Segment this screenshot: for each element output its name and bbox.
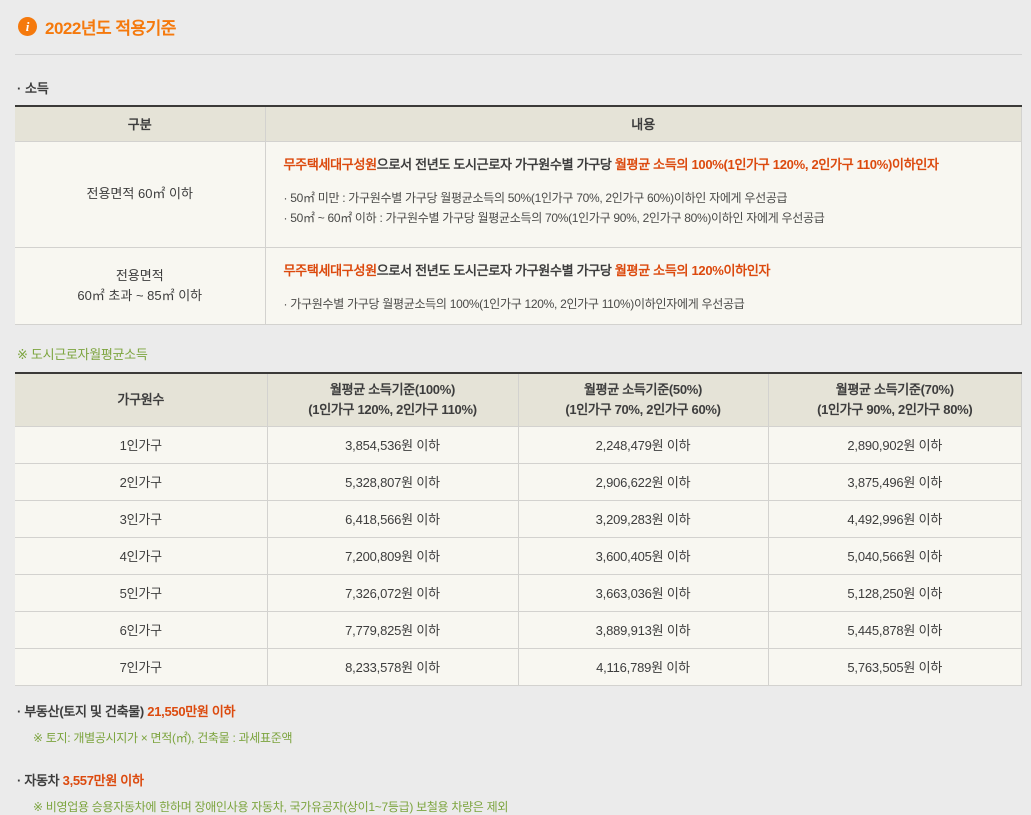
income-cell: 3,663,036원 이하 [518, 574, 769, 612]
header-line: 월평균 소득기준(50%) [583, 381, 703, 397]
highlight-text: 무주택세대구성원 [283, 262, 378, 278]
content-main-text: 무주택세대구성원으로서 전년도 도시근로자 가구원수별 가구당 월평균 소득의 … [284, 261, 1004, 281]
realestate-value: 21,550만원 이하 [147, 703, 236, 719]
info-icon: i [18, 17, 37, 36]
header-line: 가구원수 [117, 391, 165, 407]
table-header-row: 가구원수 월평균 소득기준(100%) (1인가구 120%, 2인가구 110… [15, 373, 1022, 427]
income-cell: 4,116,789원 이하 [518, 648, 769, 686]
income-cell: 2,906,622원 이하 [518, 463, 769, 501]
realestate-limit-line: · 부동산(토지 및 건축물) 21,550만원 이하 [17, 701, 1022, 720]
table-row: 1인가구 3,854,536원 이하 2,248,479원 이하 2,890,9… [15, 426, 1022, 464]
household-cell: 3인가구 [15, 500, 268, 538]
section-label-income: · 소득 [17, 81, 49, 96]
income-cell: 3,889,913원 이하 [518, 611, 769, 649]
income-cell: 4,492,996원 이하 [768, 500, 1022, 538]
header-line: (1인가구 70%, 2인가구 60%) [565, 401, 721, 417]
household-cell: 2인가구 [15, 463, 268, 501]
income-cell: 3,600,405원 이하 [518, 537, 769, 575]
category-text: 60㎡ 초과 ~ 85㎡ 이하 [77, 287, 203, 303]
household-cell: 4인가구 [15, 537, 268, 575]
category-cell: 전용면적 60㎡ 초과 ~ 85㎡ 이하 [15, 247, 266, 326]
content-main-text: 무주택세대구성원으로서 전년도 도시근로자 가구원수별 가구당 월평균 소득의 … [284, 155, 1004, 175]
income-standard-table: 가구원수 월평균 소득기준(100%) (1인가구 120%, 2인가구 110… [15, 372, 1022, 686]
header-line: 월평균 소득기준(70%) [835, 381, 954, 397]
plain-text: 으로서 전년도 도시근로자 가구원수별 가구당 [376, 156, 615, 172]
car-limit-line: · 자동차 3,557만원 이하 [17, 770, 1022, 789]
table-row: 전용면적 60㎡ 초과 ~ 85㎡ 이하 무주택세대구성원으로서 전년도 도시근… [15, 247, 1022, 326]
bullet-item: · 50㎡ 미만 : 가구원수별 가구당 월평균소득의 50%(1인가구 70%… [283, 190, 788, 205]
household-cell: 6인가구 [15, 611, 268, 649]
page-title: 2022년도 적용기준 [45, 19, 176, 38]
household-cell: 7인가구 [15, 648, 268, 686]
income-cell: 2,890,902원 이하 [768, 426, 1022, 464]
table-row: 6인가구 7,779,825원 이하 3,889,913원 이하 5,445,8… [15, 611, 1022, 649]
category-text: 전용면적 60㎡ 이하 [86, 185, 193, 201]
realestate-note: ※ 토지: 개별공시지가 × 면적(㎡), 건축물 : 과세표준액 [33, 730, 293, 745]
income-cell: 5,445,878원 이하 [768, 611, 1022, 649]
car-label: · 자동차 [17, 772, 63, 788]
column-header-70pct: 월평균 소득기준(70%) (1인가구 90%, 2인가구 80%) [768, 373, 1022, 427]
realestate-label: · 부동산(토지 및 건축물) [17, 703, 148, 719]
income-cell: 8,233,578원 이하 [267, 648, 519, 686]
bullet-item: · 50㎡ ~ 60㎡ 이하 : 가구원수별 가구당 월평균소득의 70%(1인… [283, 211, 825, 226]
content-bullets: · 가구원수별 가구당 월평균소득의 100%(1인가구 120%, 2인가구 … [284, 294, 1004, 314]
income-cell: 3,854,536원 이하 [267, 426, 519, 464]
income-cell: 5,763,505원 이하 [768, 648, 1022, 686]
category-text: 전용면적 [115, 267, 164, 283]
category-cell: 전용면적 60㎡ 이하 [15, 141, 266, 248]
income-cell: 3,209,283원 이하 [518, 500, 769, 538]
table-header-row: 구분 내용 [15, 106, 1022, 142]
column-header-category: 구분 [15, 106, 266, 142]
table-row: 3인가구 6,418,566원 이하 3,209,283원 이하 4,492,9… [15, 500, 1022, 538]
bullet-item: · 가구원수별 가구당 월평균소득의 100%(1인가구 120%, 2인가구 … [283, 296, 745, 311]
header-line: (1인가구 90%, 2인가구 80%) [817, 401, 973, 417]
income-cell: 7,326,072원 이하 [267, 574, 519, 612]
car-note: ※ 비영업용 승용자동차에 한하며 장애인사용 자동차, 국가유공자(상이1~7… [33, 799, 509, 814]
table-row: 7인가구 8,233,578원 이하 4,116,789원 이하 5,763,5… [15, 648, 1022, 686]
car-value: 3,557만원 이하 [62, 772, 144, 788]
household-cell: 5인가구 [15, 574, 268, 612]
table-row: 4인가구 7,200,809원 이하 3,600,405원 이하 5,040,5… [15, 537, 1022, 575]
income-cell: 7,779,825원 이하 [267, 611, 519, 649]
table-row: 2인가구 5,328,807원 이하 2,906,622원 이하 3,875,4… [15, 463, 1022, 501]
income-cell: 5,128,250원 이하 [768, 574, 1022, 612]
header-line: 월평균 소득기준(100%) [329, 381, 456, 397]
column-header-100pct: 월평균 소득기준(100%) (1인가구 120%, 2인가구 110%) [267, 373, 519, 427]
column-header-content: 내용 [265, 106, 1022, 142]
table-row: 전용면적 60㎡ 이하 무주택세대구성원으로서 전년도 도시근로자 가구원수별 … [15, 141, 1022, 248]
page-header: i 2022년도 적용기준 [18, 14, 1022, 39]
column-header-household: 가구원수 [15, 373, 268, 427]
column-header-50pct: 월평균 소득기준(50%) (1인가구 70%, 2인가구 60%) [518, 373, 769, 427]
income-cell: 5,328,807원 이하 [267, 463, 519, 501]
income-cell: 3,875,496원 이하 [768, 463, 1022, 501]
plain-text: 으로서 전년도 도시근로자 가구원수별 가구당 [376, 262, 615, 278]
note-city-worker-avg-income: ※ 도시근로자월평균소득 [17, 347, 148, 363]
content-cell: 무주택세대구성원으로서 전년도 도시근로자 가구원수별 가구당 월평균 소득의 … [265, 247, 1022, 326]
content-cell: 무주택세대구성원으로서 전년도 도시근로자 가구원수별 가구당 월평균 소득의 … [265, 141, 1022, 248]
highlight-text: 무주택세대구성원 [283, 156, 378, 172]
header-line: (1인가구 120%, 2인가구 110%) [308, 401, 477, 417]
income-cell: 6,418,566원 이하 [267, 500, 519, 538]
table-row: 5인가구 7,326,072원 이하 3,663,036원 이하 5,128,2… [15, 574, 1022, 612]
content-bullets: · 50㎡ 미만 : 가구원수별 가구당 월평균소득의 50%(1인가구 70%… [284, 188, 1004, 229]
highlight-text: 월평균 소득의 120%이하인자 [614, 262, 771, 278]
income-criteria-table: 구분 내용 전용면적 60㎡ 이하 무주택세대구성원으로서 전년도 도시근로자 … [15, 105, 1022, 326]
highlight-text: 월평균 소득의 100%(1인가구 120%, 2인가구 110%)이하인자 [614, 156, 939, 172]
income-cell: 7,200,809원 이하 [267, 537, 519, 575]
household-cell: 1인가구 [15, 426, 268, 464]
income-cell: 2,248,479원 이하 [518, 426, 769, 464]
income-cell: 5,040,566원 이하 [768, 537, 1022, 575]
header-divider [15, 54, 1022, 55]
